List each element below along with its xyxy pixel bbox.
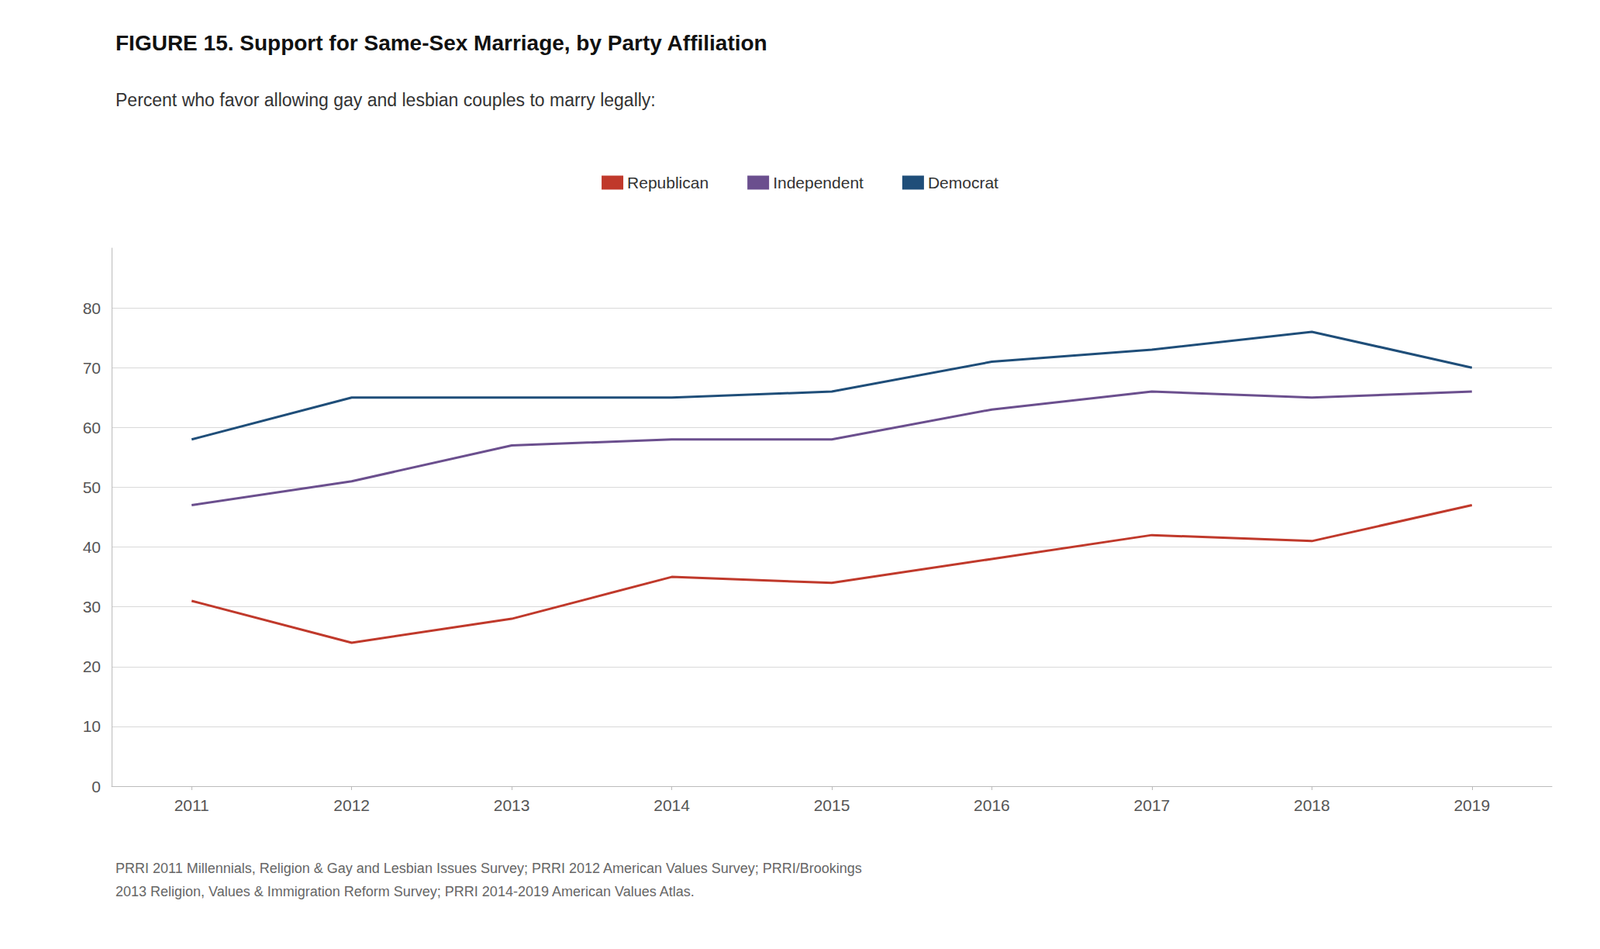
svg-text:Percent who favor allowing gay: Percent who favor allowing gay and lesbi… — [115, 89, 656, 111]
svg-text:Independent: Independent — [772, 173, 864, 192]
svg-text:2013 Religion, Values & Immigr: 2013 Religion, Values & Immigration Refo… — [115, 883, 695, 900]
svg-text:2018: 2018 — [1293, 796, 1331, 814]
svg-text:2016: 2016 — [973, 796, 1011, 814]
svg-text:70: 70 — [82, 358, 101, 377]
svg-text:60: 60 — [82, 418, 101, 437]
svg-text:PRRI 2011 Millennials, Religio: PRRI 2011 Millennials, Religion & Gay an… — [115, 860, 863, 876]
svg-text:FIGURE 15. Support for Same-Se: FIGURE 15. Support for Same-Sex Marriage… — [115, 31, 768, 56]
svg-text:20: 20 — [82, 657, 101, 676]
svg-text:2013: 2013 — [493, 796, 531, 814]
svg-text:50: 50 — [82, 478, 101, 497]
svg-text:Republican: Republican — [627, 173, 709, 192]
svg-text:2019: 2019 — [1453, 796, 1490, 814]
svg-text:10: 10 — [82, 717, 101, 735]
svg-text:2011: 2011 — [174, 796, 210, 814]
svg-text:Democrat: Democrat — [927, 173, 999, 192]
svg-text:2012: 2012 — [333, 796, 370, 814]
svg-text:40: 40 — [82, 537, 101, 556]
svg-text:2017: 2017 — [1134, 796, 1171, 814]
svg-text:80: 80 — [82, 299, 101, 318]
svg-text:2015: 2015 — [813, 796, 851, 814]
svg-text:30: 30 — [82, 597, 101, 616]
svg-text:0: 0 — [91, 777, 101, 796]
svg-text:2014: 2014 — [653, 796, 690, 814]
